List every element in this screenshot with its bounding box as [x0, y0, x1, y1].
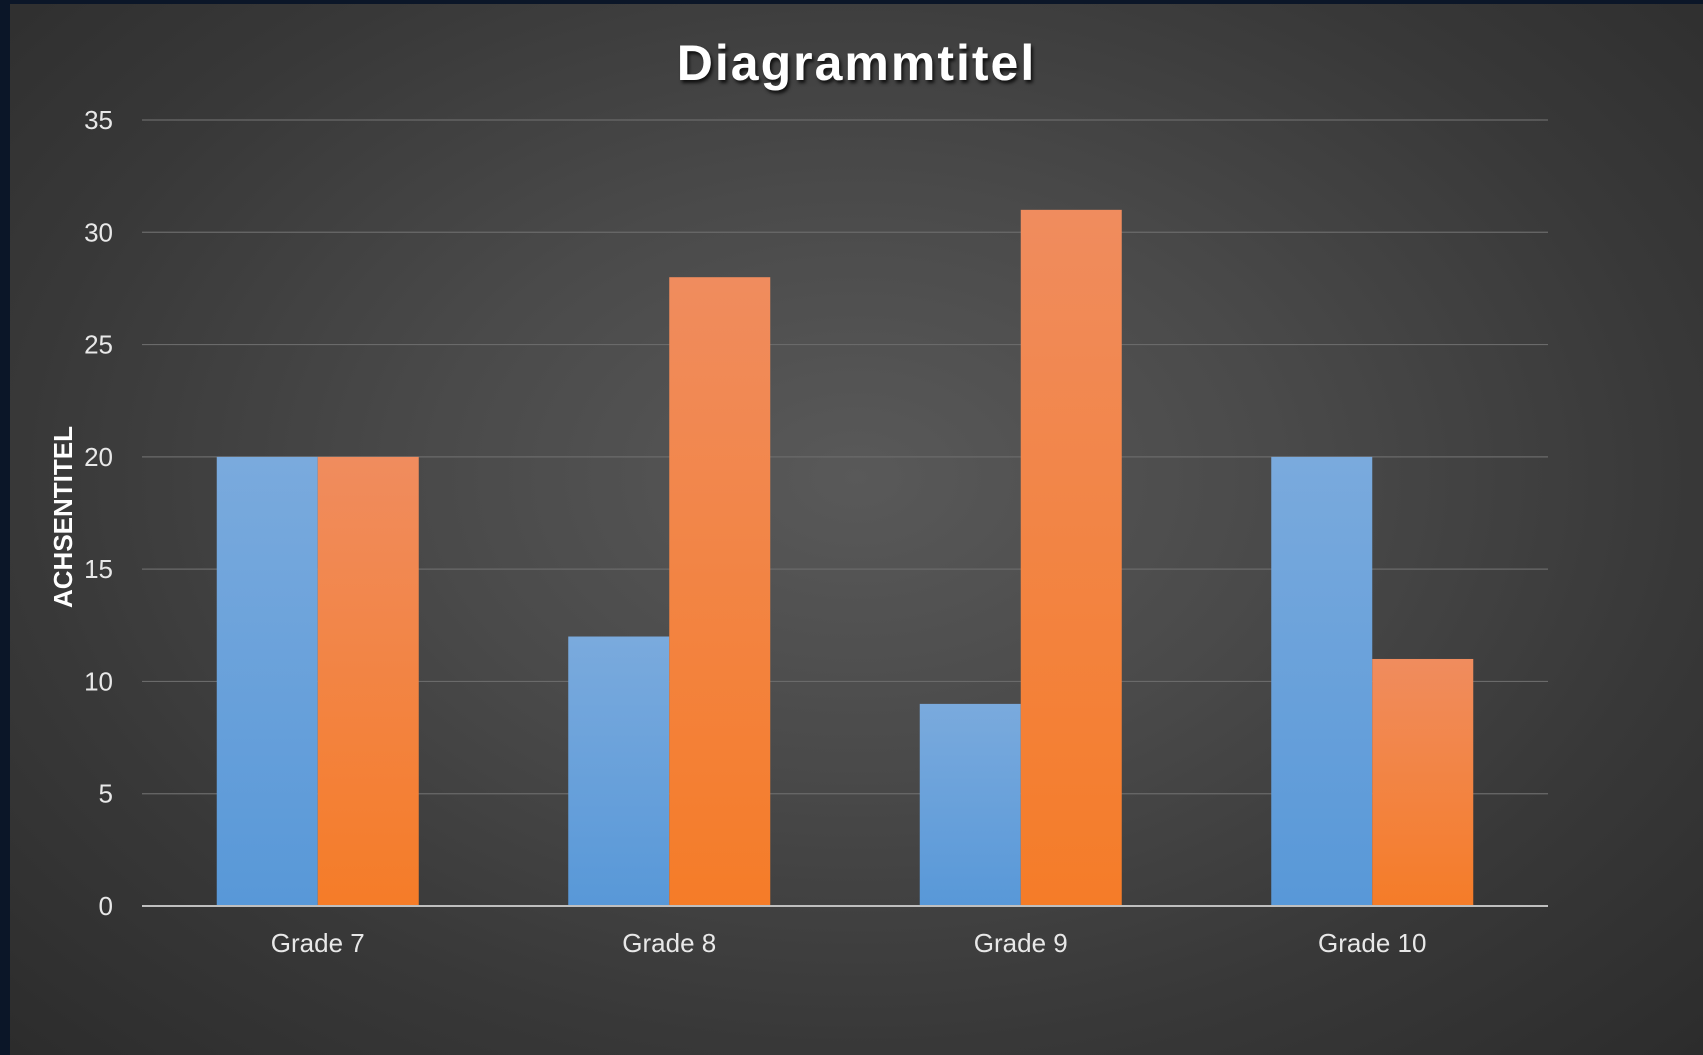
- bar-1-3: [919, 703, 1021, 906]
- y-tick-label: 5: [99, 779, 113, 809]
- y-tick-label: 25: [84, 330, 113, 360]
- y-tick-label: 10: [84, 666, 113, 696]
- y-tick-label: 15: [84, 554, 113, 584]
- y-axis-title: ACHSENTITEL: [48, 426, 78, 608]
- bar-1-1: [216, 456, 318, 906]
- bars: [216, 209, 1474, 907]
- x-tick-label: Grade 9: [974, 928, 1068, 958]
- x-tick-label: Grade 8: [622, 928, 716, 958]
- bar-1-2: [568, 636, 670, 906]
- bar-2-3: [1020, 209, 1122, 907]
- x-tick-label: Grade 7: [271, 928, 365, 958]
- chart-plot: 0 5 10 15 20 25 30 35 Grade 7 Grade 8 Grade 9 Grade…: [48, 105, 1548, 958]
- bar-2-1: [317, 456, 419, 906]
- x-tick-label: Grade 10: [1318, 928, 1426, 958]
- y-tick-label: 0: [99, 891, 113, 921]
- y-tick-label: 35: [84, 105, 113, 135]
- chart-area: Diagrammtitel 0 5 10 15 20 25 30 35 Grade 7 Grade…: [10, 4, 1703, 1055]
- bar-2-2: [669, 277, 771, 906]
- bar-1-4: [1271, 456, 1373, 906]
- chart-title: Diagrammtitel: [676, 35, 1037, 91]
- y-tick-label: 30: [84, 217, 113, 247]
- y-tick-label: 20: [84, 442, 113, 472]
- bar-2-4: [1372, 658, 1474, 906]
- axes: 0 5 10 15 20 25 30 35 Grade 7 Grade 8 Grade 9 Grade…: [84, 105, 1548, 958]
